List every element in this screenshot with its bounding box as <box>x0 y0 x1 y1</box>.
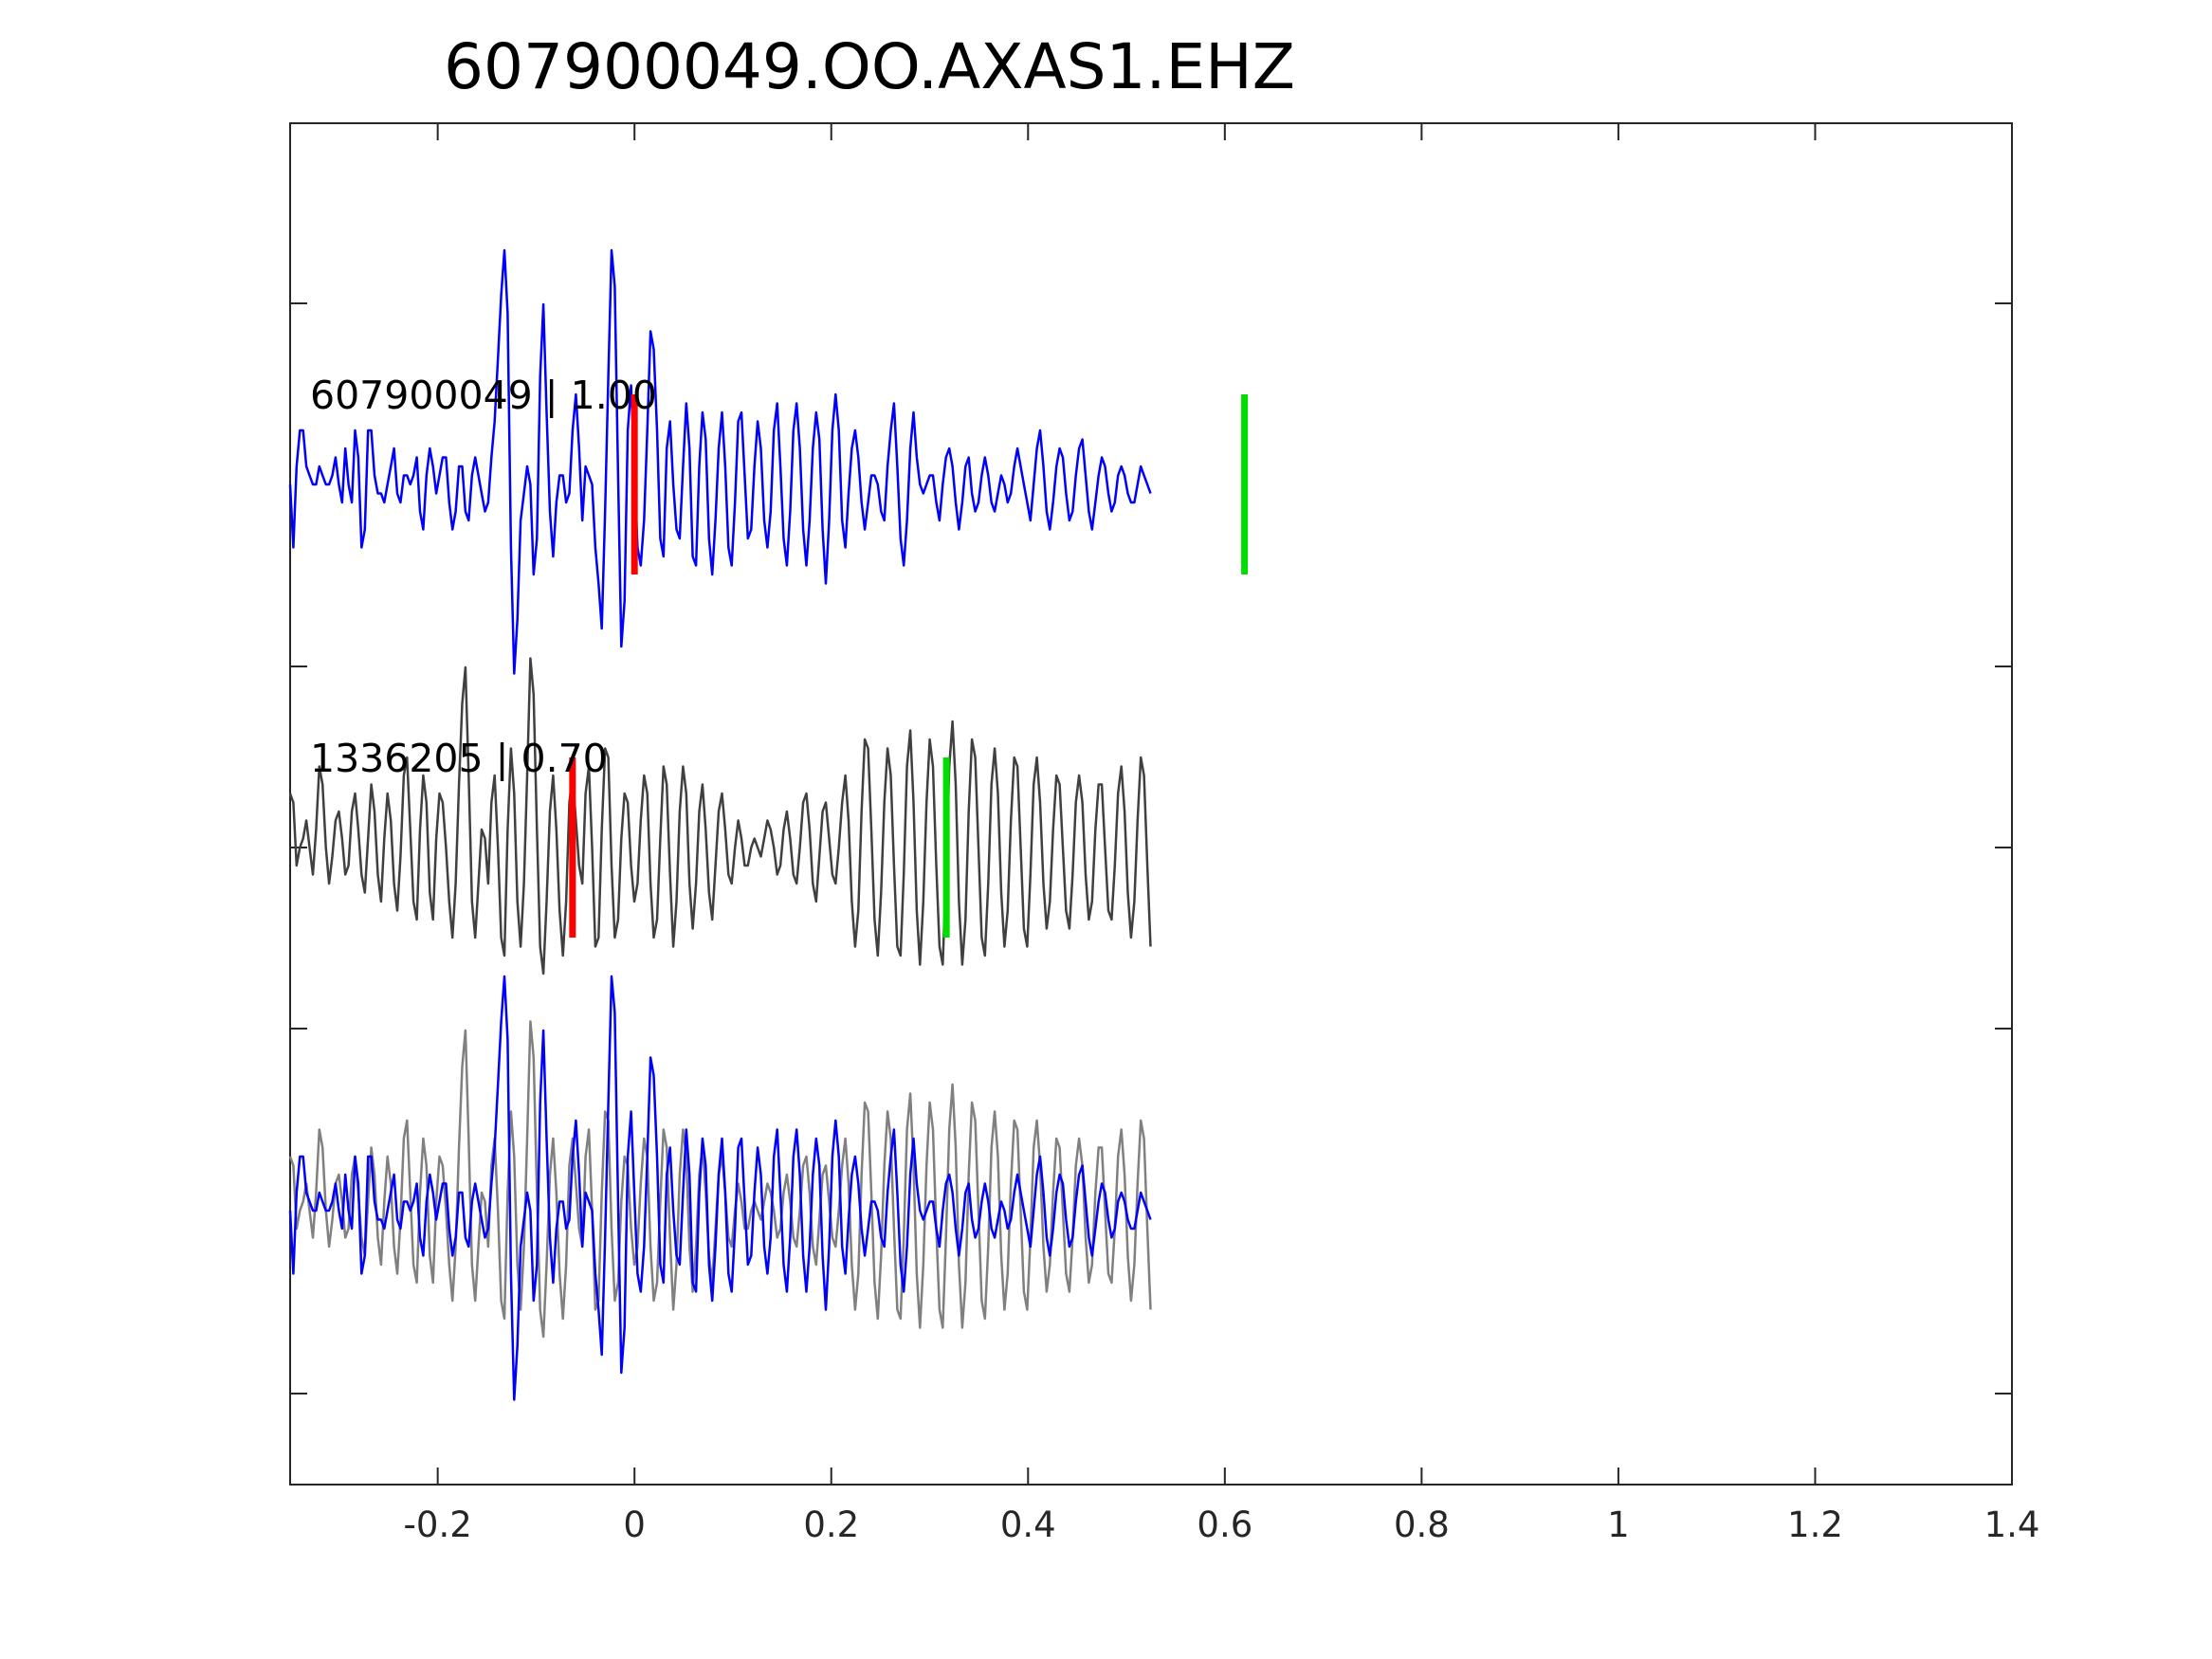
trace-label-panel-2: 1336205 | 0.70 <box>310 736 608 781</box>
traces <box>288 248 1152 1401</box>
x-tick-label: 0 <box>623 1504 646 1545</box>
x-tick-label: 0.8 <box>1394 1504 1450 1545</box>
x-tick-label: 1.4 <box>1984 1504 2040 1545</box>
x-tick-label: 1.2 <box>1787 1504 1843 1545</box>
phase-picks <box>569 394 1249 938</box>
x-tick-label: 1 <box>1607 1504 1630 1545</box>
x-tick-label: -0.2 <box>404 1504 472 1545</box>
plot-frame <box>289 122 2013 1486</box>
trace-labels: 607900049 | 1.00 1336205 | 0.70 <box>310 373 657 781</box>
trace-line-panel-1 <box>288 248 1152 675</box>
x-tick-label: 0.2 <box>803 1504 859 1545</box>
chart-title: 607900049.OO.AXAS1.EHZ <box>444 30 1295 103</box>
trace-label-panel-1: 607900049 | 1.00 <box>310 373 657 418</box>
trace-line-panel-3 <box>288 975 1152 1401</box>
x-tick-label: 0.4 <box>1000 1504 1056 1545</box>
x-tick-label: 0.6 <box>1197 1504 1252 1545</box>
axis-ticks: -0.2 0 0.2 0.4 0.6 0.8 1 1.2 1.4 <box>290 123 2039 1545</box>
trace-line-panel-2 <box>288 657 1152 975</box>
